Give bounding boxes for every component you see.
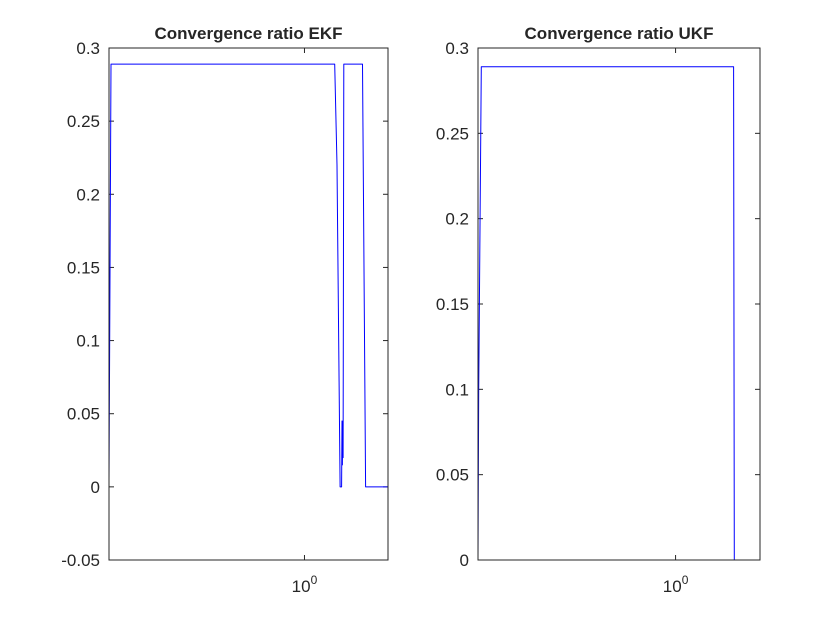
y-tick-label: 0.2 bbox=[445, 210, 469, 229]
data-layer bbox=[478, 66, 760, 560]
y-tick-label: 0.15 bbox=[67, 258, 100, 277]
series-line bbox=[109, 63, 388, 488]
y-tick-label: 0.3 bbox=[445, 39, 469, 58]
axes-box bbox=[477, 47, 761, 561]
y-tick-label: 0.05 bbox=[436, 466, 469, 485]
plot-title: Convergence ratio UKF bbox=[525, 24, 714, 43]
x-tick-label-base: 10 bbox=[663, 577, 682, 596]
x-tick-label: 100 bbox=[292, 573, 318, 596]
axes-box bbox=[108, 47, 389, 561]
y-tick-label: 0.1 bbox=[445, 380, 469, 399]
y-tick-label: 0.25 bbox=[67, 112, 100, 131]
data-layer bbox=[109, 63, 388, 488]
axes-layer bbox=[477, 47, 761, 561]
y-tick-label: 0.25 bbox=[436, 124, 469, 143]
y-tick-label: 0.3 bbox=[76, 39, 100, 58]
y-tick-label: 0.2 bbox=[76, 185, 100, 204]
x-tick-label-base: 10 bbox=[292, 577, 311, 596]
series-line bbox=[478, 66, 760, 560]
plot-title: Convergence ratio EKF bbox=[155, 24, 343, 43]
y-tick-label: 0.15 bbox=[436, 295, 469, 314]
y-tick-label: 0 bbox=[91, 478, 100, 497]
plot-ukf: Convergence ratio UKF 0 0.05 0.1 0.15 0.2 0.2… bbox=[436, 24, 761, 596]
y-tick-label: 0.1 bbox=[76, 332, 100, 351]
axes-layer bbox=[108, 47, 389, 561]
plot-ekf: Convergence ratio EKF -0.05 0 0.05 0.1 0.15 0… bbox=[61, 24, 389, 596]
x-tick-label-exponent: 0 bbox=[682, 573, 689, 587]
x-tick-label: 100 bbox=[663, 573, 689, 596]
x-tick-label-exponent: 0 bbox=[311, 573, 318, 587]
y-tick-label: -0.05 bbox=[61, 551, 100, 570]
y-tick-label: 0.05 bbox=[67, 405, 100, 424]
y-tick-label: 0 bbox=[460, 551, 469, 570]
